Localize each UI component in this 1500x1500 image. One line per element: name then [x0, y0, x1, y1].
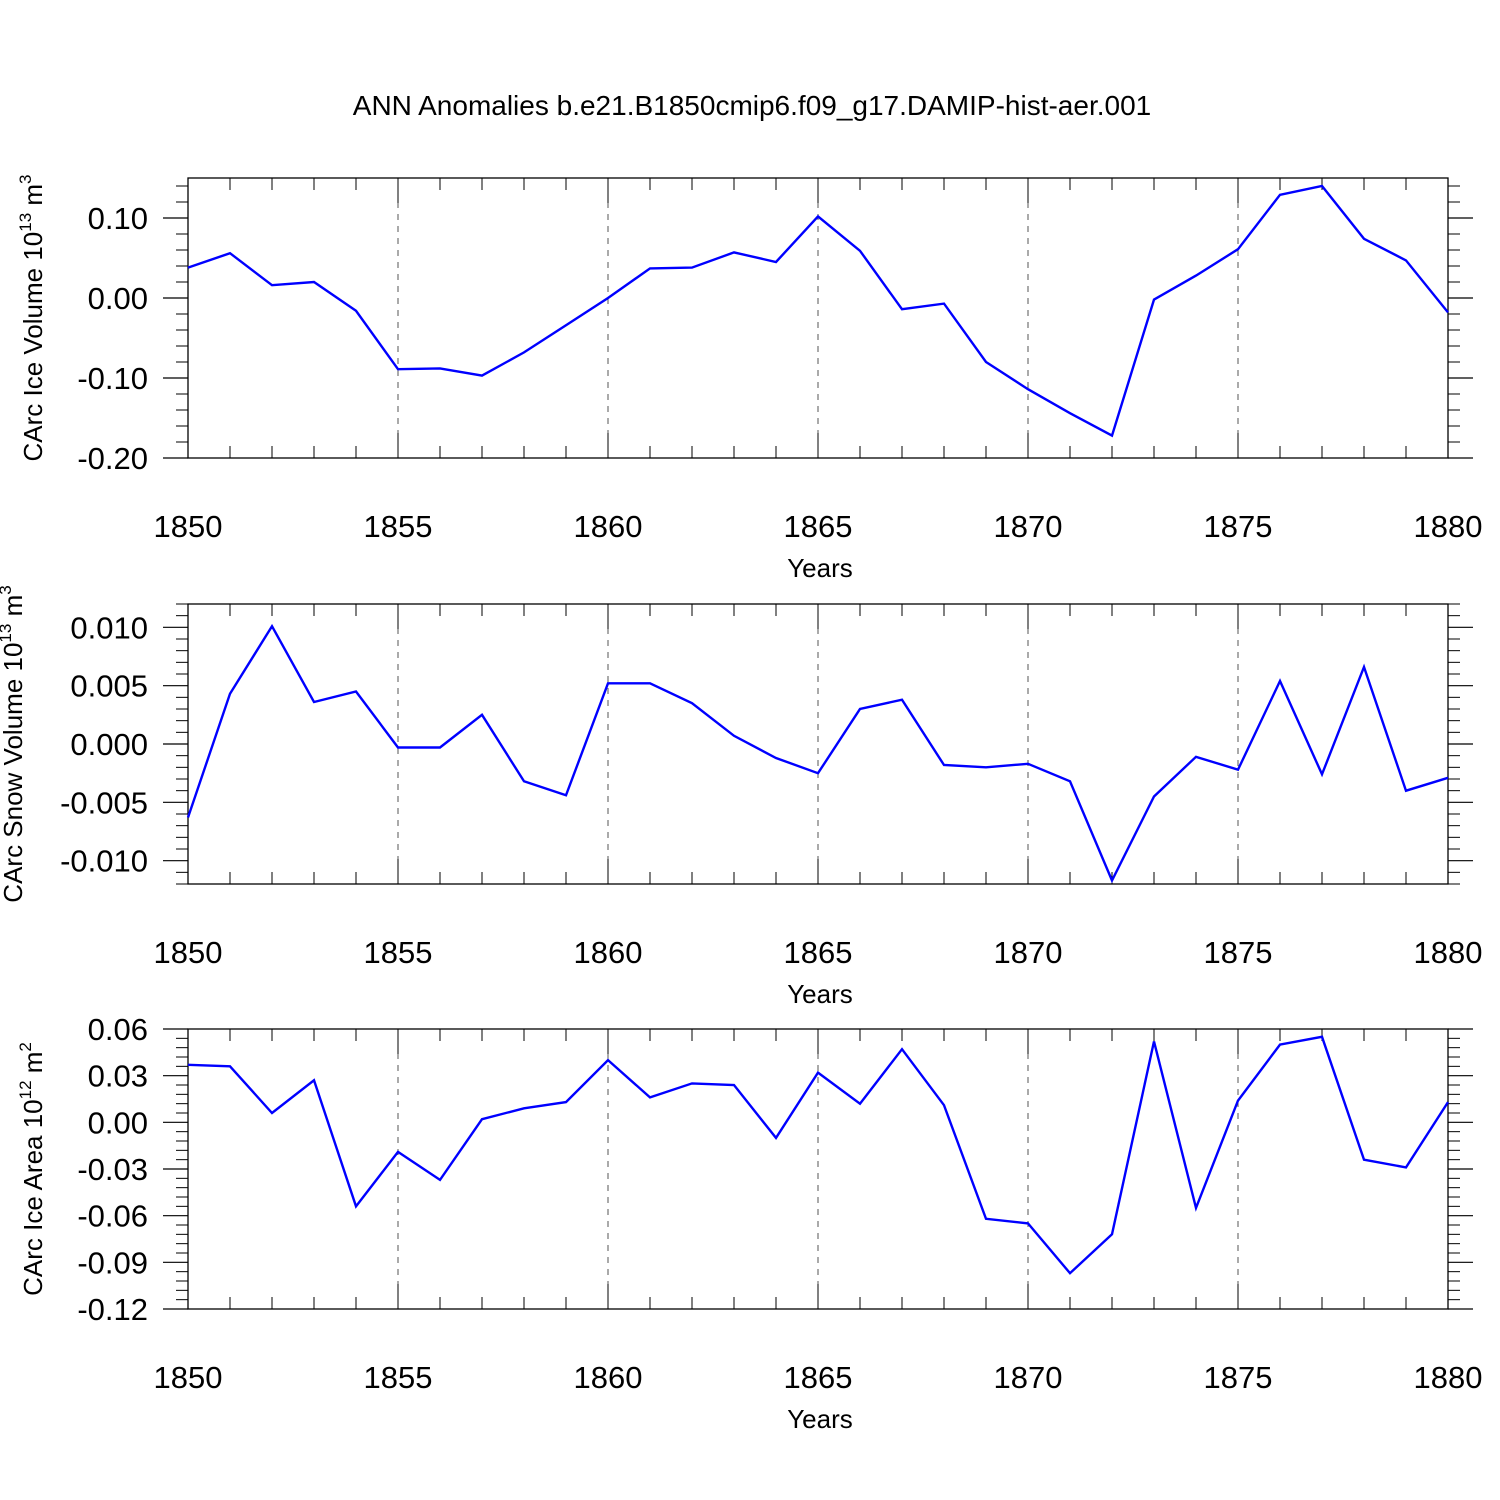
y-axis-label-exponent: 12	[16, 1080, 35, 1099]
x-tick-label: 1870	[994, 935, 1063, 970]
x-tick-label: 1875	[1204, 1360, 1273, 1395]
x-tick-label: 1860	[574, 1360, 643, 1395]
y-tick-label: 0.000	[70, 727, 148, 762]
x-tick-label: 1865	[784, 935, 853, 970]
y-axis-label-unit: m	[18, 1052, 48, 1081]
y-tick-label: -0.06	[77, 1199, 148, 1234]
y-tick-label: -0.12	[77, 1292, 148, 1327]
panel-2: -0.010 -0.005 0.000 0.005 0.010 1850 1855 1860 1…	[0, 585, 1482, 1009]
y-axis-label-text: CArc Ice Area 10	[18, 1099, 48, 1296]
panel-1: -0.20 -0.10 0.00 0.10 1850 1855 1860 1865 1870 18…	[16, 174, 1482, 583]
y-axis-label-unit: m	[18, 184, 48, 213]
x-tick-label: 1865	[784, 509, 853, 544]
panel-3: -0.12 -0.09 -0.06 -0.03 0.00 0.03 0.06 1850 1855…	[16, 1012, 1482, 1434]
y-axis-label-exponent: 13	[0, 624, 15, 643]
y-tick-label: 0.005	[70, 669, 148, 704]
y-tick-label: -0.10	[77, 361, 148, 396]
x-tick-label: 1880	[1414, 935, 1483, 970]
y-axis-label-unit: m	[0, 595, 28, 624]
plot-frame	[187, 1028, 1449, 1310]
y-tick-label: -0.09	[77, 1245, 148, 1280]
plot-frame	[187, 603, 1449, 885]
y-tick-label: -0.005	[60, 785, 148, 820]
x-tick-label: 1855	[364, 1360, 433, 1395]
y-axis-label-unit-exponent: 2	[16, 1042, 35, 1051]
x-tick-label: 1880	[1414, 1360, 1483, 1395]
x-tick-label: 1875	[1204, 935, 1273, 970]
x-tick-label: 1870	[994, 509, 1063, 544]
y-tick-label: 0.06	[88, 1012, 148, 1047]
series-line	[186, 623, 1449, 884]
y-tick-label: -0.20	[77, 441, 148, 476]
x-axis-label: Years	[787, 1404, 853, 1434]
y-tick-label: 0.00	[88, 1105, 148, 1140]
chart-title: ANN Anomalies b.e21.B1850cmip6.f09_g17.D…	[353, 90, 1151, 121]
y-axis-label: CArc Ice Area 1012 m2	[16, 1042, 48, 1296]
y-tick-label: 0.010	[70, 610, 148, 645]
x-tick-label: 1850	[154, 1360, 223, 1395]
x-tick-label: 1855	[364, 509, 433, 544]
series-line	[187, 184, 1449, 438]
x-axis-label: Years	[787, 979, 853, 1009]
y-axis-label-exponent: 13	[16, 213, 35, 232]
x-tick-label: 1870	[994, 1360, 1063, 1395]
y-axis-label-unit-exponent: 3	[16, 174, 35, 183]
x-tick-label: 1855	[364, 935, 433, 970]
y-axis-label-unit-exponent: 3	[0, 585, 15, 594]
y-axis-label-text: CArc Snow Volume 10	[0, 643, 28, 903]
x-axis-label: Years	[787, 553, 853, 583]
y-tick-label: -0.010	[60, 844, 148, 879]
y-tick-label: -0.03	[77, 1152, 148, 1187]
y-axis-label-text: CArc Ice Volume 10	[18, 232, 48, 462]
x-tick-label: 1850	[154, 935, 223, 970]
x-tick-label: 1875	[1204, 509, 1273, 544]
x-tick-label: 1860	[574, 509, 643, 544]
y-axis-label: CArc Snow Volume 1013 m3	[0, 585, 28, 902]
y-axis-label: CArc Ice Volume 1013 m3	[16, 174, 48, 461]
series-line	[187, 1035, 1450, 1275]
x-tick-label: 1860	[574, 935, 643, 970]
y-tick-label: 0.00	[88, 281, 148, 316]
plot-frame	[187, 177, 1449, 459]
y-tick-label: 0.03	[88, 1059, 148, 1094]
y-tick-label: 0.10	[88, 201, 148, 236]
x-tick-label: 1850	[154, 509, 223, 544]
x-tick-label: 1865	[784, 1360, 853, 1395]
x-tick-label: 1880	[1414, 509, 1483, 544]
